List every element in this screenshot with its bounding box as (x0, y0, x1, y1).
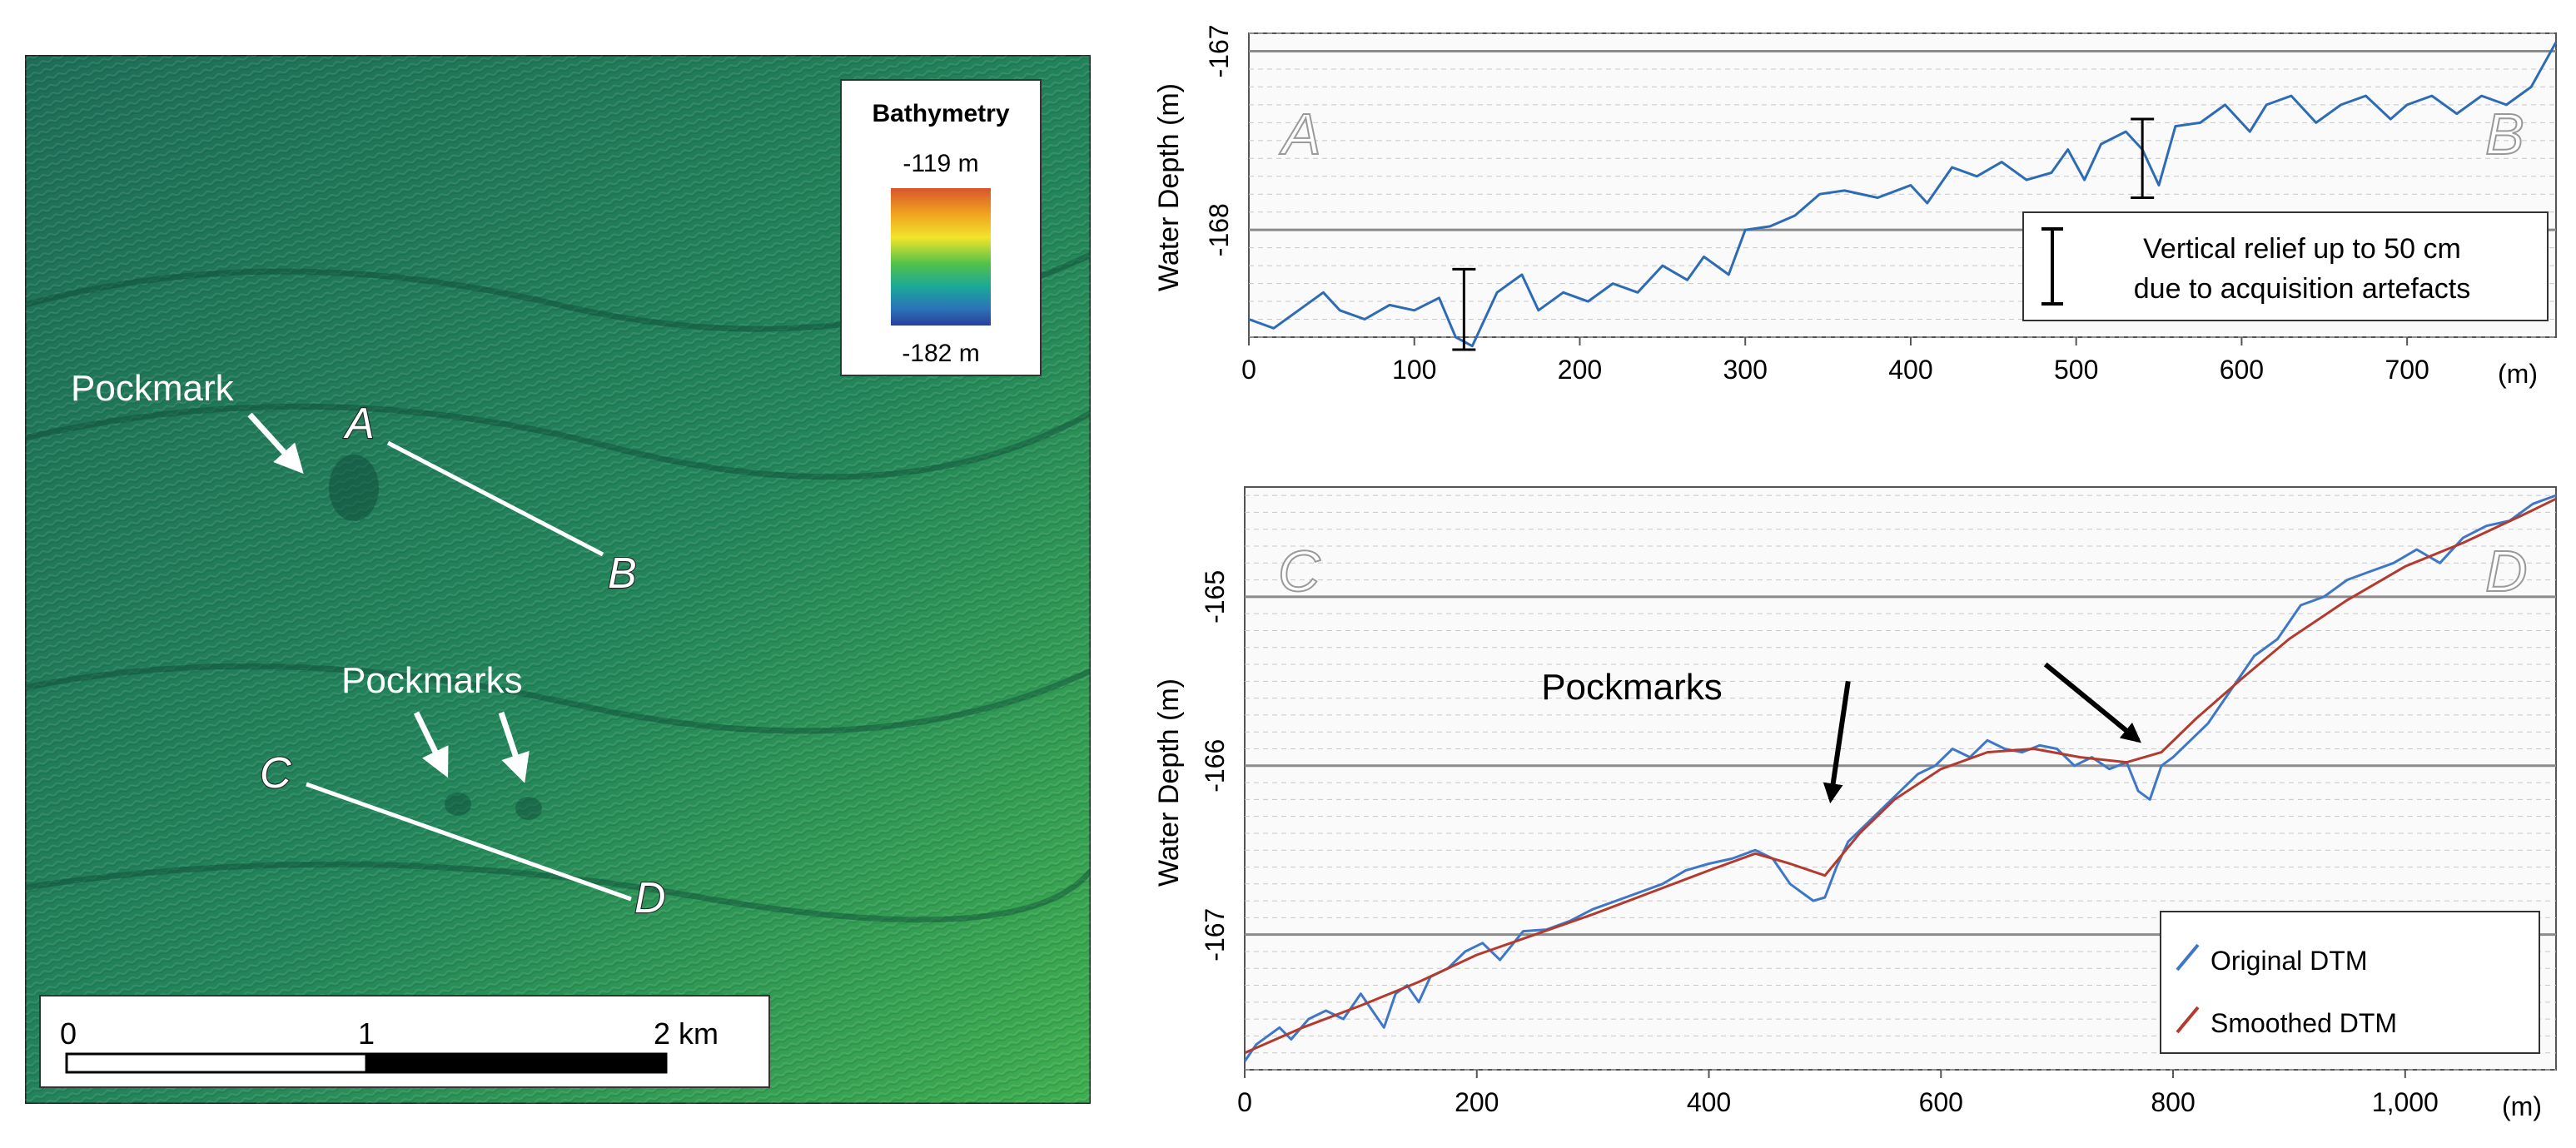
x-tick-label: 400 (1687, 1087, 1731, 1117)
legend-label-smoothed: Smoothed DTM (2210, 1008, 2397, 1038)
pockmark-depression (329, 455, 379, 521)
profile-end-label: D (2485, 539, 2528, 604)
axis-ticks: -165 -166 -167 0 200 400 600 800 1,000 (1200, 570, 2439, 1117)
profile-ab-chart: Water Depth (m) (m) A B -167 -168 0 100 200 3… (1153, 24, 2558, 389)
profile-start-label: A (1279, 102, 1321, 166)
scale-bar: 0 1 2 km (39, 995, 770, 1088)
x-tick-label: 0 (1241, 355, 1256, 385)
annotation-line: Vertical relief up to 50 cm (2143, 233, 2461, 265)
x-tick-label: 200 (1455, 1087, 1499, 1117)
series-line-smoothed-dtm (1244, 497, 2557, 1055)
annotation-line: due to acquisition artefacts (2134, 273, 2470, 305)
pockmark-arrow (1823, 680, 1851, 804)
profile-end-label: B (2485, 102, 2524, 166)
x-tick-label: 100 (1392, 355, 1436, 385)
relief-annotation-text: Vertical relief up to 50 cm due to acquis… (2134, 233, 2470, 305)
scale-segment-white (65, 1052, 368, 1074)
y-axis-label: Water Depth (m) (1153, 83, 1185, 291)
pockmark-arrows (1823, 662, 2141, 804)
legend-color-ramp (891, 188, 991, 326)
legend-title: Bathymetry (872, 100, 1009, 127)
x-tick-label: 400 (1888, 355, 1932, 385)
series (1243, 494, 2557, 1062)
x-tick-label: 800 (2151, 1087, 2195, 1117)
y-axis-label: Water Depth (m) (1153, 678, 1185, 887)
profile-start-label: C (1278, 539, 1320, 604)
legend-min: -182 m (902, 340, 979, 367)
map-label-a: A (343, 400, 375, 448)
x-axis-unit: (m) (2502, 1091, 2542, 1121)
pockmarks-annotation: Pockmarks (1541, 667, 1723, 708)
x-tick-label: 300 (1723, 355, 1768, 385)
bathymetry-map: A B C D Pockmark Pockmarks Bathymetry -1… (25, 55, 1091, 1104)
scale-tick-2: 2 km (654, 1016, 719, 1051)
map-label-c: C (260, 749, 291, 798)
x-axis-unit: (m) (2498, 359, 2538, 389)
map-label-d: D (634, 874, 666, 922)
pockmarks-arrow-right (498, 711, 530, 783)
relief-markers (1452, 117, 2155, 351)
x-tick-label: 600 (2220, 355, 2264, 385)
x-tick-label: 700 (2385, 355, 2429, 385)
x-tick-label: 600 (1919, 1087, 1963, 1117)
pockmarks-label: Pockmarks (341, 660, 523, 701)
legend-swatch-smoothed (2176, 1006, 2200, 1034)
profile-line-ab (386, 440, 604, 557)
x-tick-label: 0 (1237, 1087, 1252, 1117)
pockmark-label: Pockmark (71, 368, 235, 409)
relief-annotation: Vertical relief up to 50 cm due to acquis… (2022, 211, 2549, 321)
pockmark-arrow (247, 412, 304, 475)
legend-swatch-original (2176, 943, 2200, 972)
y-tick-label: -167 (1204, 24, 1234, 77)
legend-label-original: Original DTM (2210, 946, 2367, 976)
pockmark-depression (445, 793, 471, 816)
pockmarks-arrow-left (413, 711, 449, 778)
profile-cd-chart: Water Depth (m) (m) C D -165 -166 -167 0 200… (1153, 486, 2557, 1121)
bathymetry-legend: Bathymetry -119 m -182 m (840, 79, 1042, 376)
x-tick-label: 1,000 (2372, 1087, 2439, 1117)
pockmark-depression (515, 797, 542, 820)
y-tick-label: -166 (1200, 739, 1230, 793)
x-tick-label: 500 (2054, 355, 2098, 385)
legend-max: -119 m (903, 150, 978, 177)
pockmark-arrow (2043, 662, 2141, 743)
y-tick-label: -165 (1200, 570, 1230, 624)
scale-segment-black (365, 1052, 668, 1074)
map-label-b: B (608, 549, 637, 598)
grid (1249, 32, 2556, 338)
scale-tick-0: 0 (60, 1016, 77, 1051)
y-tick-label: -167 (1200, 908, 1230, 962)
x-tick-label: 200 (1558, 355, 1602, 385)
series-line-original-dtm (1243, 494, 2557, 1062)
axis-ticks: -167 -168 0 100 200 300 400 500 600 700 (1204, 24, 2429, 385)
scale-tick-1: 1 (358, 1016, 375, 1051)
chart-legend: Original DTM Smoothed DTM (2160, 911, 2540, 1054)
y-tick-label: -168 (1204, 203, 1234, 256)
profile-line-cd (306, 782, 632, 902)
